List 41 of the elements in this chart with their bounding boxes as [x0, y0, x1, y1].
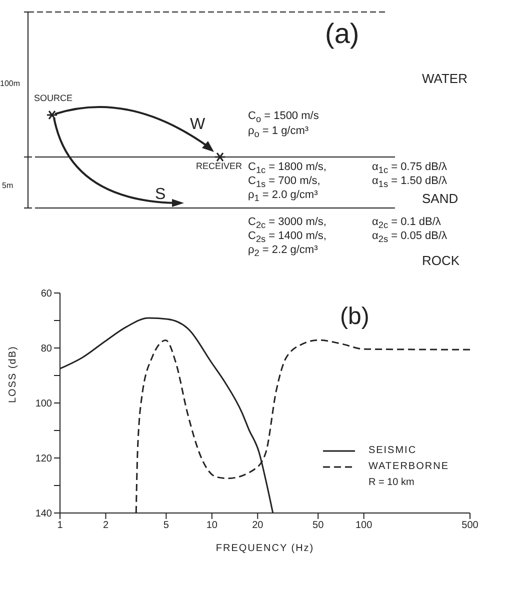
text: α$_{2c}$ = 0.1 dB/λ — [372, 216, 441, 230]
y-tick-label: 80 — [40, 344, 52, 355]
y-tick-label: 60 — [40, 288, 52, 300]
text: C$_{2s}$ = 1400 m/s, — [248, 230, 326, 244]
text: 5m — [2, 181, 14, 191]
x-tick-label: 5 — [163, 520, 170, 532]
text: WATER — [422, 71, 468, 86]
text: S — [155, 186, 166, 204]
annotation: R = 10 km — [368, 477, 416, 488]
x-tick-label: 50 — [312, 520, 324, 532]
text: C$_{1s}$ = 700 m/s, — [248, 175, 320, 190]
text: C$_{o}$ = 1500 m/s — [248, 110, 319, 124]
x-tick-label: 10 — [206, 520, 218, 532]
text: C$_{1c}$ = 1800 m/s, — [248, 161, 326, 176]
text: RECEIVER — [196, 161, 242, 172]
text: 100m — [0, 79, 20, 89]
text: ROCK — [422, 253, 460, 268]
text: ρ$_{2}$ = 2.2 g/cm³ — [248, 244, 318, 258]
text: α$_{1c}$ = 0.75 dB/λ — [372, 161, 448, 176]
y-tick-label: 120 — [35, 454, 52, 465]
legend-label: SEISMIC — [368, 445, 417, 456]
y-tick-label: 100 — [35, 398, 52, 410]
text: α$_{2s}$ = 0.05 dB/λ — [372, 230, 448, 244]
text: (a) — [325, 18, 360, 50]
legend-label: WATERBORNE — [368, 461, 449, 472]
text: SAND — [422, 191, 458, 206]
x-tick-label: 2 — [102, 520, 109, 532]
x-tick-label: 100 — [355, 520, 373, 532]
y-tick-label: 140 — [35, 508, 52, 520]
y-axis-title: LOSS (dB) — [8, 346, 19, 403]
x-tick-label: 20 — [252, 520, 264, 532]
text: W — [190, 116, 206, 134]
x-tick-label: 1 — [57, 520, 64, 532]
text: ρ$_{o}$ = 1 g/cm³ — [248, 125, 309, 140]
text: C$_{2c}$ = 3000 m/s, — [248, 216, 326, 230]
x-tick-label: 500 — [462, 520, 479, 532]
text: SOURCE — [34, 93, 73, 104]
text: α$_{1s}$ = 1.50 dB/λ — [372, 175, 448, 190]
chart-title: (b) — [340, 303, 370, 331]
text: ρ$_{1}$ = 2.0 g/cm³ — [248, 189, 318, 204]
x-axis-title: FREQUENCY (Hz) — [216, 543, 314, 554]
